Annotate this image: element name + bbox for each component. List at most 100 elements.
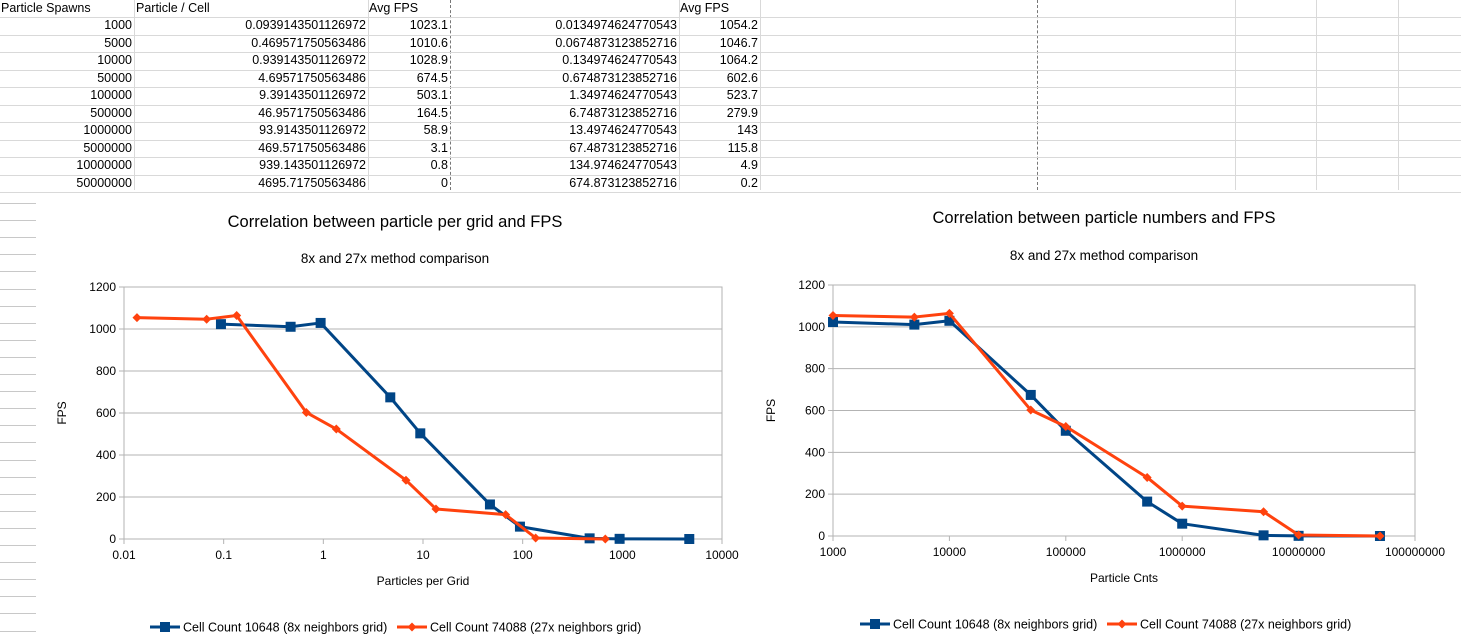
row-gridline bbox=[0, 17, 1461, 19]
x-tick-label: 10000 bbox=[705, 548, 739, 562]
data-point-diamond bbox=[401, 475, 411, 485]
data-cell[interactable]: 1023.1 bbox=[409, 18, 448, 33]
row-gridline bbox=[0, 139, 1461, 141]
data-point-square bbox=[1025, 389, 1036, 400]
data-point-diamond bbox=[828, 310, 838, 320]
series-line bbox=[220, 321, 690, 541]
y-tick-label: 600 bbox=[96, 406, 116, 420]
data-point-square bbox=[614, 533, 625, 544]
data-cell[interactable]: 46.9571750563486 bbox=[258, 105, 366, 120]
y-axis-label: FPS bbox=[55, 401, 69, 424]
data-cell[interactable]: 6.74873123852716 bbox=[569, 105, 677, 120]
y-tick-label: 800 bbox=[96, 364, 116, 378]
header-cell[interactable]: Avg FPS bbox=[680, 1, 730, 15]
data-cell[interactable]: 4695.71750563486 bbox=[258, 175, 366, 190]
data-cell[interactable]: 1028.9 bbox=[409, 53, 448, 68]
data-cell[interactable]: 100000 bbox=[90, 88, 132, 103]
data-point-diamond bbox=[202, 314, 212, 324]
chart-particle-counts[interactable]: Correlation between particle numbers and… bbox=[740, 196, 1461, 639]
data-cell[interactable]: 602.6 bbox=[726, 70, 758, 85]
data-cell[interactable]: 1000000 bbox=[83, 123, 132, 138]
data-point-square bbox=[415, 428, 426, 439]
data-cell[interactable]: 58.9 bbox=[423, 123, 448, 138]
row-gridline bbox=[0, 157, 1461, 159]
data-point-diamond bbox=[1061, 421, 1071, 431]
row-gridline-stub bbox=[0, 339, 36, 341]
data-cell[interactable]: 0.0939143501126972 bbox=[245, 18, 366, 33]
data-cell[interactable]: 115.8 bbox=[727, 140, 758, 155]
data-cell[interactable]: 0.469571750563486 bbox=[251, 35, 366, 50]
data-cell[interactable]: 67.4873123852716 bbox=[569, 140, 677, 155]
y-tick-label: 200 bbox=[96, 490, 116, 504]
data-point-diamond bbox=[1177, 501, 1187, 511]
data-cell[interactable]: 674.5 bbox=[416, 70, 448, 85]
data-cell[interactable]: 50000 bbox=[97, 70, 132, 85]
data-cell[interactable]: 0.939143501126972 bbox=[252, 53, 366, 68]
chart-particles-per-grid[interactable]: Correlation between particle per grid an… bbox=[40, 196, 760, 639]
x-tick-label: 1000 bbox=[609, 548, 636, 562]
data-cell[interactable]: 134.974624770543 bbox=[569, 158, 677, 173]
data-cell[interactable]: 1010.6 bbox=[409, 35, 448, 50]
data-cell[interactable]: 1046.7 bbox=[719, 35, 758, 50]
data-cell[interactable]: 0 bbox=[441, 175, 448, 190]
row-gridline-stub bbox=[0, 510, 36, 512]
header-cell[interactable]: Particle Spawns bbox=[1, 1, 91, 15]
header-cell[interactable]: Particle / Cell bbox=[136, 1, 210, 15]
x-tick-label: 1000000 bbox=[1159, 545, 1206, 559]
data-cell[interactable]: 0.674873123852716 bbox=[562, 70, 677, 85]
header-cell[interactable] bbox=[451, 0, 679, 17]
data-point-square bbox=[1142, 496, 1153, 507]
data-cell[interactable]: 50000000 bbox=[76, 175, 132, 190]
x-tick-label: 1000 bbox=[820, 545, 847, 559]
data-cell[interactable]: 9.3914350112697​2 bbox=[259, 88, 366, 103]
data-cell[interactable]: 674.873123852716 bbox=[569, 175, 677, 190]
data-cell[interactable]: 1064.2 bbox=[719, 53, 758, 68]
row-gridline-stub bbox=[0, 356, 36, 358]
data-cell[interactable]: 1.34974624770543 bbox=[569, 88, 677, 103]
data-cell[interactable]: 279.9 bbox=[726, 105, 758, 120]
row-gridline-stub bbox=[0, 562, 36, 564]
data-cell[interactable]: 13.4974624770543 bbox=[569, 123, 677, 138]
header-cell[interactable]: Avg FPS bbox=[369, 1, 419, 15]
data-cell[interactable]: 4.9 bbox=[740, 158, 758, 173]
data-cell[interactable]: 0.8 bbox=[430, 158, 448, 173]
data-cell[interactable]: 500000 bbox=[90, 105, 132, 120]
data-cell[interactable]: 469.571750563486 bbox=[258, 140, 366, 155]
legend-swatch-marker bbox=[407, 622, 417, 632]
row-gridline-stub bbox=[0, 237, 36, 239]
data-cell[interactable]: 1054.2 bbox=[719, 18, 758, 33]
series-line bbox=[136, 314, 606, 541]
data-point-diamond bbox=[531, 533, 541, 543]
data-cell[interactable]: 0.0134974624770543 bbox=[555, 18, 677, 33]
column-gridline bbox=[368, 0, 369, 190]
data-cell[interactable]: 0.0674873123852716 bbox=[555, 35, 677, 50]
column-gridline bbox=[1235, 0, 1236, 190]
data-cell[interactable]: 3.1 bbox=[430, 140, 448, 155]
data-cell[interactable]: 0.2 bbox=[740, 175, 758, 190]
data-cell[interactable]: 143 bbox=[737, 123, 758, 138]
data-cell[interactable]: 523.7 bbox=[726, 88, 758, 103]
row-gridline bbox=[0, 69, 1461, 71]
data-cell[interactable]: 5000000 bbox=[83, 140, 132, 155]
x-tick-label: 10000000 bbox=[1272, 545, 1326, 559]
column-gridline bbox=[1316, 0, 1317, 190]
data-cell[interactable]: 0.134974624770543 bbox=[562, 53, 677, 68]
data-cell[interactable]: 164.5 bbox=[416, 105, 448, 120]
y-tick-label: 800 bbox=[805, 362, 825, 376]
row-gridline-stub bbox=[0, 630, 36, 632]
data-cell[interactable]: 1000 bbox=[104, 18, 132, 33]
data-point-square bbox=[385, 392, 396, 403]
row-gridline bbox=[0, 191, 1461, 193]
data-cell[interactable]: 503.1 bbox=[416, 88, 448, 103]
data-cell[interactable]: 4.69571750563486 bbox=[258, 70, 366, 85]
column-gridline bbox=[1398, 0, 1399, 190]
data-cell[interactable]: 5000 bbox=[104, 35, 132, 50]
data-cell[interactable]: 10000 bbox=[97, 53, 132, 68]
data-cell[interactable]: 939.143501126972 bbox=[259, 158, 366, 173]
row-gridline bbox=[0, 174, 1461, 176]
data-cell[interactable]: 10000000 bbox=[76, 158, 132, 173]
data-cell[interactable]: 93.9143501126972 bbox=[259, 123, 366, 138]
row-gridline-stub bbox=[0, 374, 36, 375]
data-point-square bbox=[215, 319, 226, 330]
